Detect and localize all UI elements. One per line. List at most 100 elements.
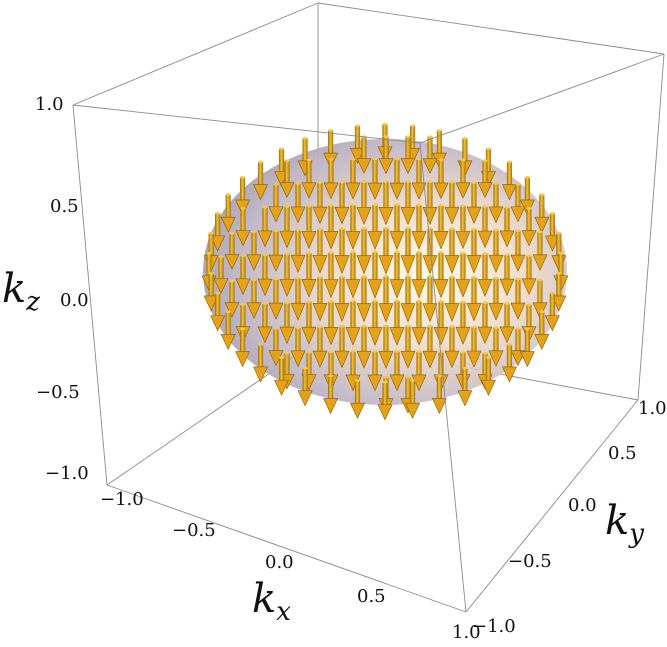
x-tick-label: −1.0 (100, 489, 144, 510)
vector-arrow-tail (284, 301, 290, 305)
vector-arrow-shaft (427, 181, 433, 209)
vector-arrow-head (488, 206, 504, 224)
vector-arrow (210, 291, 226, 332)
vector-arrow-shaft (524, 177, 530, 201)
vector-arrow-head (210, 315, 226, 332)
vector-arrow-shaft (460, 205, 466, 233)
y-axis-label: ky (605, 498, 644, 549)
vector-arrow-shaft (361, 136, 367, 160)
vector-arrow-head (477, 326, 493, 345)
vector-arrow-shaft (206, 253, 212, 277)
vector-arrow-tail (225, 310, 231, 314)
vector-arrow-tail (317, 181, 323, 185)
vector-arrow-head (220, 216, 236, 233)
vector-arrow-tail (328, 350, 334, 354)
vector-arrow (477, 252, 493, 297)
vector-arrow (323, 251, 339, 299)
vector-arrow-head (433, 279, 449, 299)
vector-arrow-tail (206, 251, 212, 255)
vector-arrow-shaft (262, 254, 268, 280)
vector-arrow (532, 230, 548, 271)
vector-arrow-tail (482, 205, 488, 208)
vector-arrow-shaft (361, 326, 367, 353)
vector-arrow (246, 278, 262, 319)
vector-arrow-shaft (556, 233, 562, 257)
vector-arrow-tail (328, 299, 334, 303)
vector-arrow-shaft (405, 325, 411, 353)
vector-arrow (411, 250, 427, 299)
vector-arrow-tail (372, 203, 378, 207)
vector-arrow-head (301, 182, 317, 199)
vector-arrow-shaft (471, 277, 477, 305)
vector-arrow (477, 301, 493, 345)
vector-arrow (534, 310, 550, 351)
vector-arrow-tail (460, 204, 466, 208)
vector-arrow-tail (284, 205, 290, 208)
vector-arrow (235, 327, 251, 368)
vector-arrow-shaft (339, 276, 345, 305)
vector-arrow (400, 135, 416, 175)
vector-arrow-tail (383, 226, 389, 230)
vector-arrow-tail (350, 350, 356, 353)
vector-arrow-head (534, 216, 550, 233)
vector-arrow-shaft (539, 194, 545, 218)
vector-arrow (268, 182, 284, 223)
vector-arrow-head (389, 279, 405, 299)
vector-arrow-head (312, 303, 328, 322)
vector-arrow-head (422, 255, 438, 275)
vector-arrow-head (224, 302, 240, 318)
vector-arrow (253, 160, 269, 201)
z-tick-label: 1.0 (35, 94, 64, 115)
vector-arrow-shaft (504, 207, 510, 232)
vector-arrow (334, 325, 350, 369)
vector-arrow-head (301, 326, 317, 345)
vector-arrow-tail (339, 180, 345, 184)
vector-arrow-shaft (284, 206, 290, 232)
vector-arrow-shaft (436, 375, 442, 400)
vector-arrow-shaft (328, 205, 334, 233)
vector-arrow-head (349, 402, 365, 419)
vector-arrow-shaft (549, 293, 555, 317)
vector-arrow (367, 203, 383, 251)
vector-arrow (411, 350, 427, 392)
vector-arrow-head (411, 279, 427, 299)
vector-arrow-tail (251, 278, 257, 282)
vector-arrow-tail (506, 160, 513, 164)
vector-arrow-tail (427, 135, 433, 139)
vector-arrow-tail (409, 124, 416, 128)
vector-arrow-tail (556, 272, 562, 275)
vector-arrow-tail (427, 324, 433, 328)
vector-arrow-tail (416, 203, 422, 207)
vector-arrow (389, 203, 405, 251)
z-axis-label-sub: z (25, 287, 40, 317)
vector-arrow-shaft (482, 302, 488, 328)
vector-arrow-head (455, 279, 471, 298)
vector-arrow (411, 203, 427, 250)
vector-arrow (400, 324, 416, 369)
vector-arrow-shaft (405, 136, 411, 160)
vector-arrow-shaft (317, 326, 323, 352)
vector-arrow (257, 205, 273, 248)
vector-arrow-shaft (493, 183, 499, 208)
vector-arrow-tail (284, 159, 290, 163)
vector-arrow (444, 275, 460, 323)
vector-arrow (246, 230, 262, 271)
vector-arrow-shaft (485, 148, 492, 173)
vector-arrow-shaft (382, 382, 388, 406)
vector-arrow (444, 325, 460, 369)
vector-arrow-shaft (257, 344, 264, 368)
vector-arrow (279, 301, 295, 345)
vector-arrow-head (521, 230, 537, 247)
vector-arrow (301, 300, 317, 345)
vector-arrow-tail (482, 351, 488, 355)
vector-arrow-head (431, 398, 447, 415)
vector-arrow-tail (558, 251, 564, 255)
vector-arrow-shaft (383, 136, 389, 160)
vector-arrow-shaft (208, 233, 214, 257)
vector-arrow-tail (449, 180, 455, 184)
z-tick-label: 0.5 (50, 196, 79, 217)
vector-arrow-tail (537, 230, 543, 234)
vector-arrow (499, 205, 515, 248)
vector-arrow-tail (405, 135, 411, 139)
vector-arrow-shaft (471, 182, 477, 208)
